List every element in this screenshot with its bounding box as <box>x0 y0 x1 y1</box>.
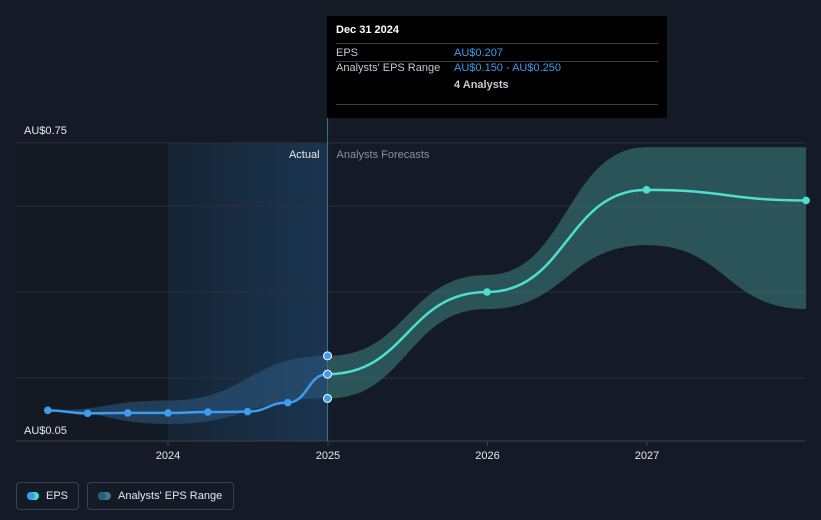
x-tick-label: 2027 <box>635 450 659 462</box>
actual-label: Actual <box>289 149 320 161</box>
eps-forecast-point <box>802 196 810 205</box>
eps-forecast-point <box>642 186 651 194</box>
eps-point <box>203 408 212 416</box>
eps-point <box>323 369 333 379</box>
legend-range[interactable]: Analysts' EPS Range <box>87 482 234 510</box>
tooltip-eps-row: EPS AU$0.207 <box>336 43 658 61</box>
eps-forecast-point <box>483 288 491 296</box>
tooltip-eps-label: EPS <box>336 46 359 59</box>
x-tick-label: 2026 <box>475 450 499 462</box>
y-axis-top-label: AU$0.75 <box>24 125 67 137</box>
y-axis-bottom-label: AU$0.05 <box>24 425 67 437</box>
tooltip-range-values: AU$0.150 - AU$0.250 4 Analysts <box>454 62 561 91</box>
legend-eps-label: EPS <box>45 490 68 502</box>
forecast-label: Analysts Forecasts <box>337 149 430 161</box>
x-tick-label: 2025 <box>316 450 340 462</box>
chart-tooltip: Dec 31 2024 EPS AU$0.207 Analysts' EPS R… <box>327 16 667 118</box>
tooltip-range-row: Analysts' EPS Range AU$0.150 - AU$0.250 … <box>336 61 658 105</box>
tooltip-range-value: AU$0.150 - AU$0.250 <box>454 62 562 74</box>
range-swatch-icon <box>98 492 111 500</box>
tooltip-eps-value: AU$0.207 <box>454 46 503 59</box>
actual-range-band <box>47 355 328 424</box>
x-tick-label: 2024 <box>156 450 180 462</box>
eps-swatch-icon <box>27 492 39 500</box>
legend-range-label: Analysts' EPS Range <box>118 490 223 502</box>
range-low-point <box>323 393 333 403</box>
eps-point <box>164 409 172 417</box>
range-high-point <box>323 351 333 361</box>
eps-point <box>123 409 132 417</box>
forecast-range-band <box>327 147 807 399</box>
eps-point <box>44 406 52 415</box>
eps-point <box>243 407 252 416</box>
eps-point <box>283 398 292 407</box>
eps-point <box>83 409 92 418</box>
tooltip-range-label: Analysts' EPS Range <box>336 62 441 74</box>
eps-forecast-line <box>327 188 807 376</box>
tooltip-analysts: 4 Analysts <box>454 79 509 91</box>
tooltip-date: Dec 31 2024 <box>336 24 399 36</box>
legend-eps[interactable]: EPS <box>16 482 79 510</box>
